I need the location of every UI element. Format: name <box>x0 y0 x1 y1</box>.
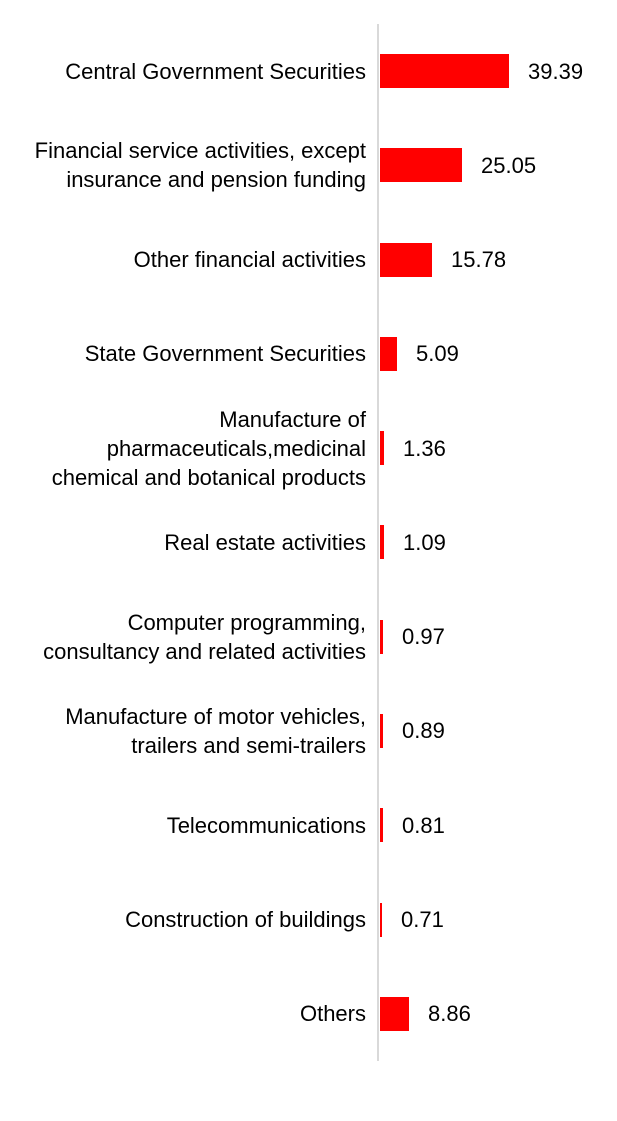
bar <box>380 336 397 371</box>
chart-row: Construction of buildings 0.71 <box>0 872 617 966</box>
chart-row: Manufacture of motor vehicles, trailers … <box>0 684 617 778</box>
plot-area: 5.09 <box>380 307 617 401</box>
chart-row: Computer programming, consultancy and re… <box>0 590 617 684</box>
chart-rows: Central Government Securities 39.39 Fina… <box>0 24 617 1061</box>
plot-area: 0.89 <box>380 684 617 778</box>
plot-area: 25.05 <box>380 118 617 212</box>
value-label: 5.09 <box>416 341 459 367</box>
plot-area: 0.97 <box>380 590 617 684</box>
plot-area: 0.71 <box>380 872 617 966</box>
category-label: State Government Securities <box>84 341 366 367</box>
bar <box>380 148 462 183</box>
bar <box>380 713 383 748</box>
value-label: 25.05 <box>481 152 537 178</box>
category-label: Telecommunications <box>166 812 366 838</box>
chart-row: Real estate activities 1.09 <box>0 495 617 589</box>
bar <box>380 619 383 654</box>
plot-area: 1.36 <box>380 401 617 495</box>
chart-row: Manufacture of pharmaceuticals,medicinal… <box>0 401 617 495</box>
category-label: Manufacture of motor vehicles, trailers … <box>65 703 366 758</box>
category-label: Central Government Securities <box>65 58 366 84</box>
y-axis-line <box>377 24 379 1061</box>
plot-area: 8.86 <box>380 967 617 1061</box>
plot-area: 1.09 <box>380 495 617 589</box>
chart-row: Financial service activities, except ins… <box>0 118 617 212</box>
chart-row: Central Government Securities 39.39 <box>0 24 617 118</box>
category-label: Manufacture of pharmaceuticals,medicinal… <box>51 406 366 490</box>
bar <box>380 996 409 1031</box>
value-label: 0.81 <box>402 812 445 838</box>
plot-area: 15.78 <box>380 213 617 307</box>
value-label: 15.78 <box>451 247 507 273</box>
chart-row: Others 8.86 <box>0 967 617 1061</box>
value-label: 0.89 <box>402 718 445 744</box>
value-label: 0.71 <box>401 907 444 933</box>
chart-row: Telecommunications 0.81 <box>0 778 617 872</box>
bar <box>380 431 384 466</box>
category-label: Financial service activities, except ins… <box>34 138 366 193</box>
bar <box>380 54 509 89</box>
category-label: Real estate activities <box>164 529 366 555</box>
bar <box>380 902 382 937</box>
bar <box>380 242 432 277</box>
value-label: 1.36 <box>403 435 446 461</box>
plot-area: 0.81 <box>380 778 617 872</box>
category-label: Others <box>299 1001 366 1027</box>
chart-row: Other financial activities 15.78 <box>0 213 617 307</box>
value-label: 39.39 <box>528 58 584 84</box>
category-label: Other financial activities <box>133 247 366 273</box>
value-label: 1.09 <box>403 529 446 555</box>
bar-chart: Central Government Securities 39.39 Fina… <box>0 24 617 1061</box>
plot-area: 39.39 <box>380 24 617 118</box>
chart-row: State Government Securities 5.09 <box>0 307 617 401</box>
category-label: Construction of buildings <box>125 907 366 933</box>
value-label: 0.97 <box>402 624 445 650</box>
bar <box>380 525 384 560</box>
value-label: 8.86 <box>428 1001 471 1027</box>
category-label: Computer programming, consultancy and re… <box>43 609 366 664</box>
bar <box>380 808 383 843</box>
